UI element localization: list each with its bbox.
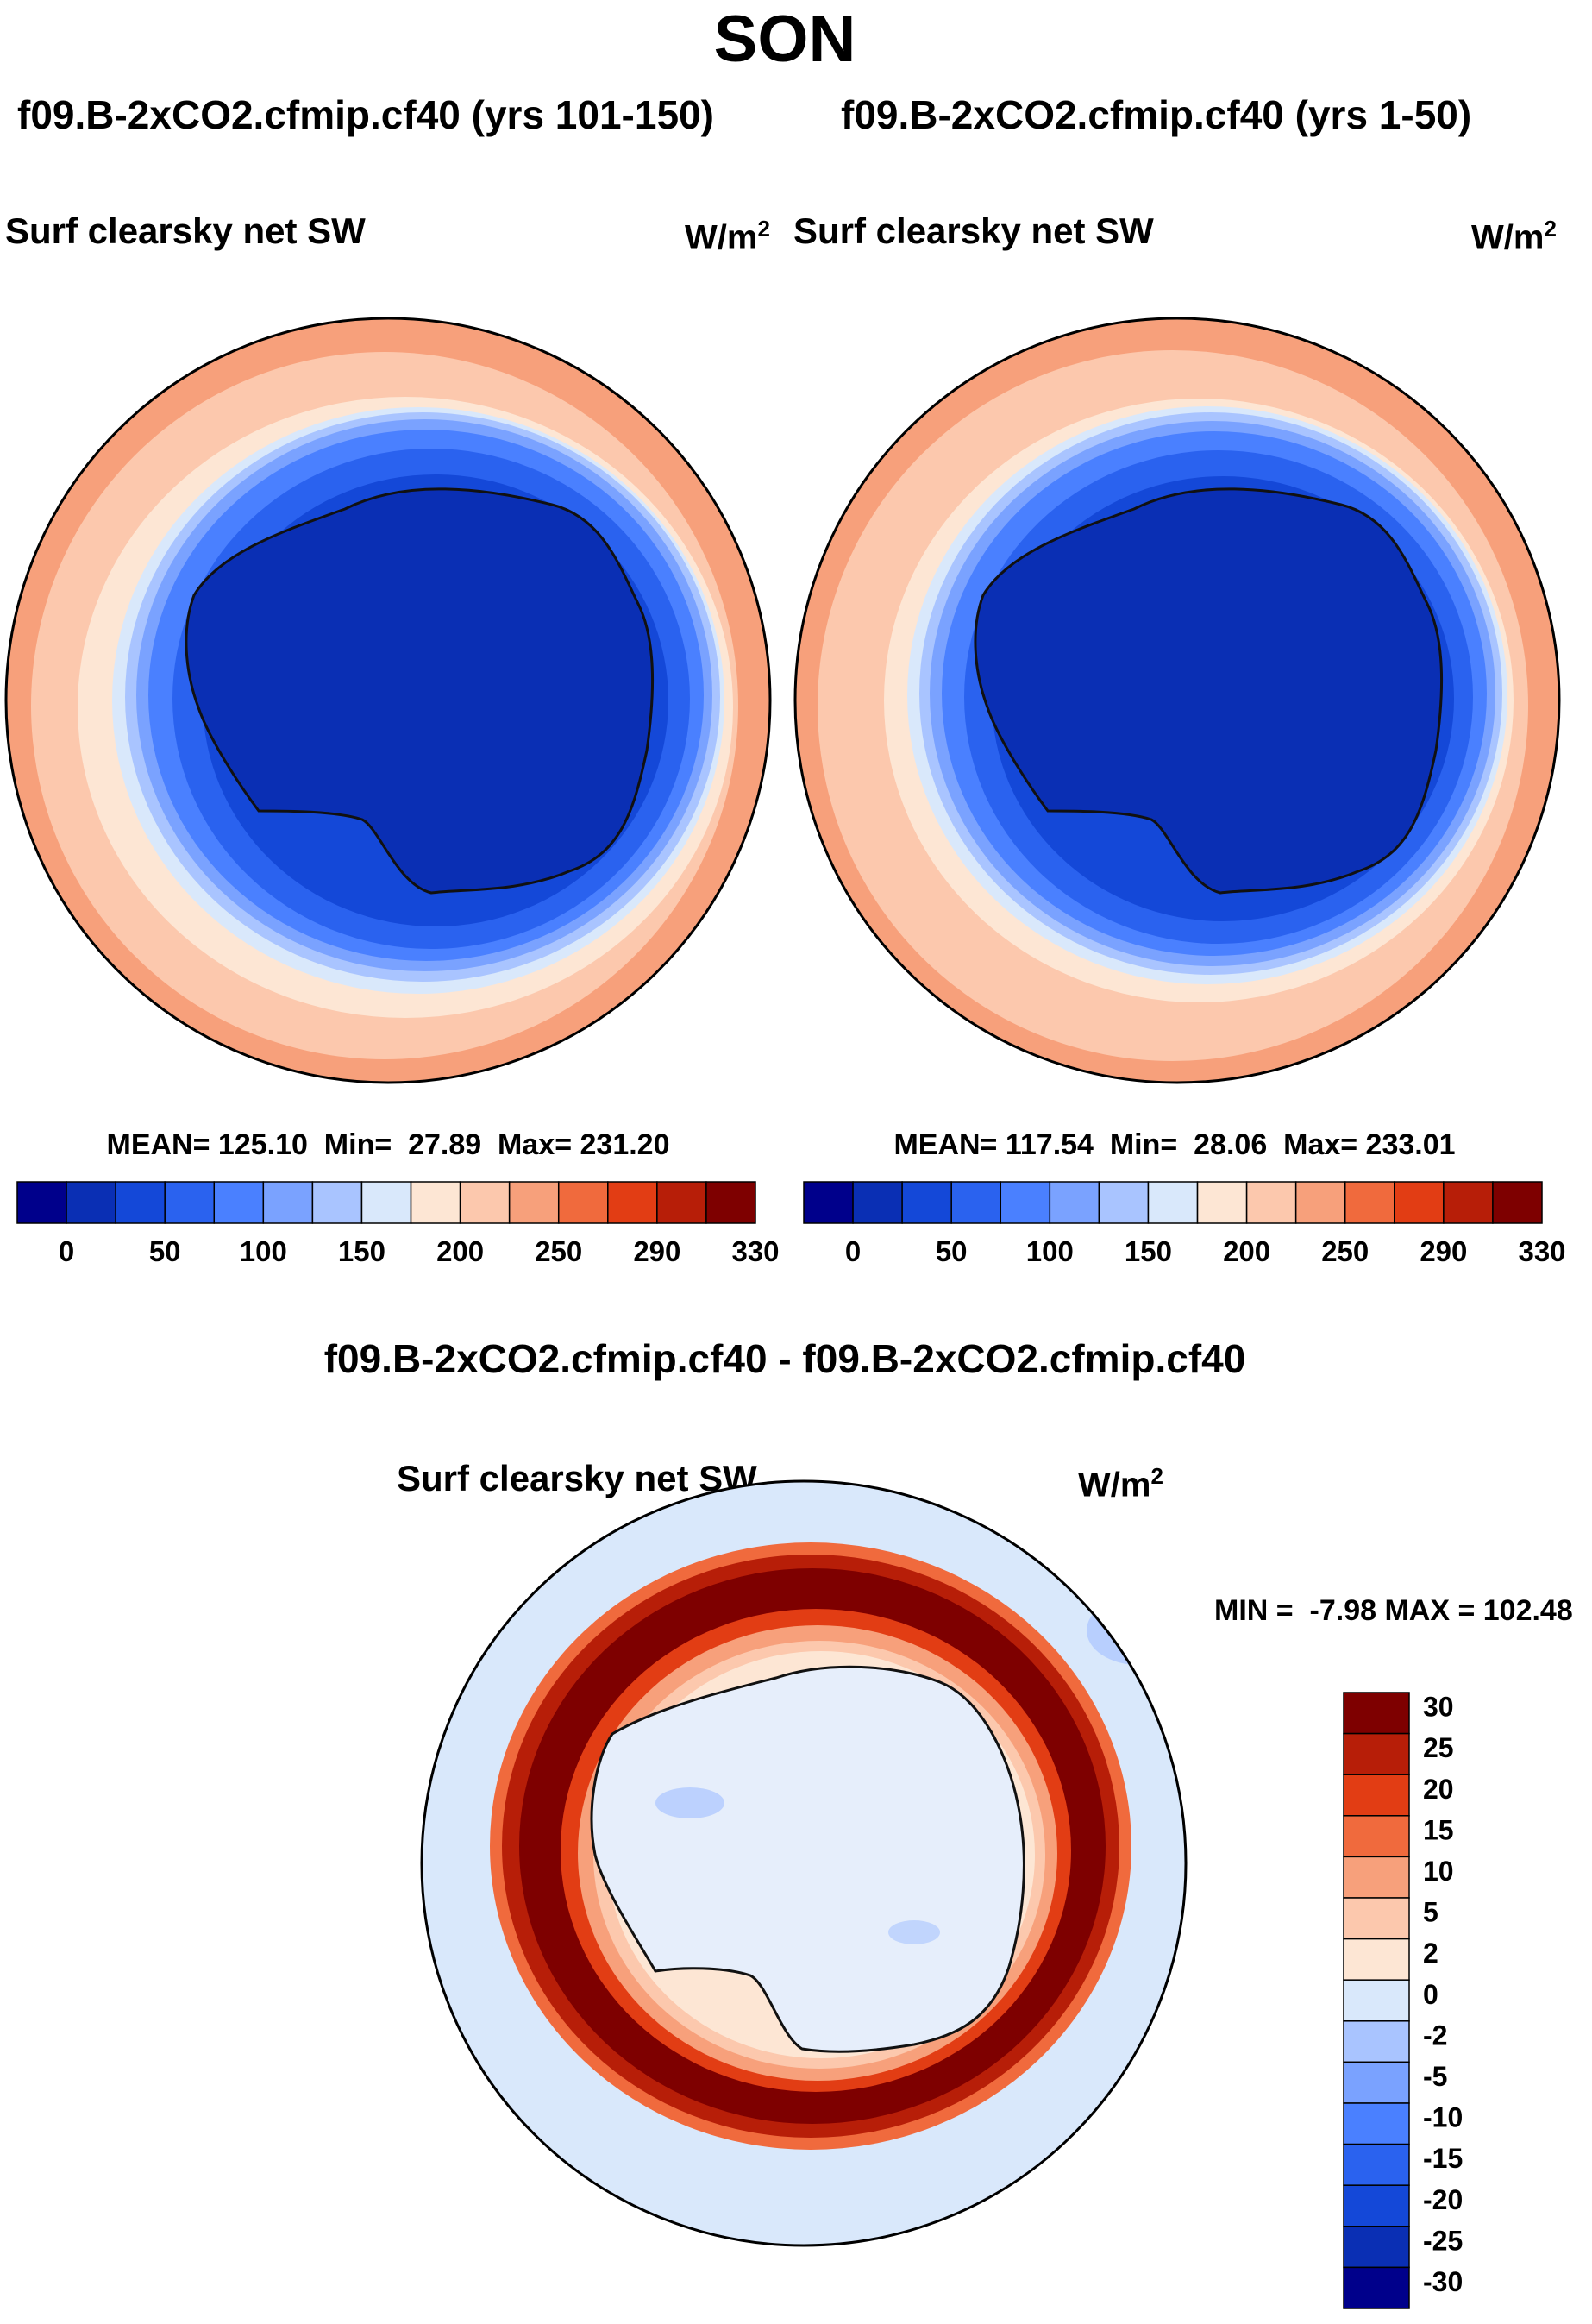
colorbar-box bbox=[1343, 1897, 1410, 1940]
diff-variable-label: Surf clearsky net SW bbox=[397, 1458, 757, 1498]
colorbar-tick-label: 250 bbox=[535, 1235, 582, 1267]
colorbar-tick-label: 2 bbox=[1423, 1938, 1438, 1969]
colorbar-tick-label: -25 bbox=[1423, 2225, 1463, 2256]
colorbar-box bbox=[1343, 1774, 1410, 1817]
colorbar-box bbox=[1147, 1181, 1199, 1224]
antarctica-outline bbox=[974, 487, 1444, 895]
colorbar-tick-label: -5 bbox=[1423, 2061, 1447, 2092]
colorbar-tick-label: 150 bbox=[1125, 1235, 1172, 1267]
colorbar-tick-label: 200 bbox=[436, 1235, 484, 1267]
left-stats: MEAN= 125.10 Min= 27.89 Max= 231.20 bbox=[106, 1128, 670, 1161]
right-units-exponent: 2 bbox=[1544, 216, 1557, 242]
colorbar-tick-label: 0 bbox=[845, 1235, 861, 1267]
left-units-label: W/m2 bbox=[685, 216, 770, 257]
colorbar-box bbox=[508, 1181, 560, 1224]
colorbar-tick-label: 50 bbox=[936, 1235, 968, 1267]
colorbar-tick-label: 100 bbox=[240, 1235, 287, 1267]
left-map-frame bbox=[4, 317, 772, 1084]
colorbar-box bbox=[1492, 1181, 1543, 1224]
colorbar-box bbox=[607, 1181, 658, 1224]
colorbar-tick-label: 100 bbox=[1026, 1235, 1074, 1267]
antarctica-outline bbox=[590, 1665, 1025, 2053]
colorbar-box bbox=[1343, 1732, 1410, 1775]
colorbar-box bbox=[1294, 1181, 1346, 1224]
colorbar-tick-label: 290 bbox=[633, 1235, 680, 1267]
colorbar-box bbox=[1343, 2102, 1410, 2145]
season-title: SON bbox=[713, 3, 856, 76]
left-case-title: f09.B-2xCO2.cfmip.cf40 (yrs 101-150) bbox=[17, 92, 714, 137]
colorbar-box bbox=[1343, 2143, 1410, 2186]
colorbar-tick-label: 0 bbox=[1423, 1979, 1438, 2010]
left-colorbar: 0 50 100 150 200 250 290 330 bbox=[16, 1181, 780, 1267]
colorbar-tick-label: -30 bbox=[1423, 2266, 1463, 2297]
colorbar-tick-label: 0 bbox=[59, 1235, 74, 1267]
colorbar-box bbox=[360, 1181, 412, 1224]
colorbar-tick-label: 330 bbox=[731, 1235, 779, 1267]
colorbar-box bbox=[803, 1181, 854, 1224]
colorbar-tick-label: 5 bbox=[1423, 1897, 1438, 1928]
colorbar-box bbox=[66, 1181, 116, 1224]
colorbar-box bbox=[1000, 1181, 1051, 1224]
colorbar-box bbox=[1343, 1938, 1410, 1981]
colorbar-box bbox=[1343, 2020, 1410, 2063]
colorbar-tick-label: 20 bbox=[1423, 1774, 1454, 1805]
left-units-exponent: 2 bbox=[757, 216, 770, 242]
colorbar-tick-label: 30 bbox=[1423, 1692, 1454, 1723]
colorbar-tick-label: 15 bbox=[1423, 1814, 1454, 1845]
right-units-label: W/m2 bbox=[1471, 216, 1557, 257]
colorbar-tick-label: 25 bbox=[1423, 1732, 1454, 1763]
colorbar-box bbox=[311, 1181, 363, 1224]
colorbar-box bbox=[705, 1181, 756, 1224]
colorbar-box bbox=[1343, 1979, 1410, 2022]
colorbar-box bbox=[1343, 1815, 1410, 1858]
diff-map-frame bbox=[420, 1479, 1188, 2247]
colorbar-box bbox=[1343, 2061, 1410, 2104]
colorbar-box bbox=[1343, 1692, 1410, 1735]
colorbar-tick-label: 290 bbox=[1420, 1235, 1467, 1267]
colorbar-tick-label: -15 bbox=[1423, 2143, 1463, 2174]
diff-units-exponent: 2 bbox=[1150, 1463, 1163, 1489]
colorbar-box bbox=[1394, 1181, 1445, 1224]
field-patch-neg bbox=[655, 1787, 724, 1818]
diff-units-label: W/m2 bbox=[1078, 1463, 1163, 1504]
right-case-title: f09.B-2xCO2.cfmip.cf40 (yrs 1-50) bbox=[841, 92, 1472, 137]
colorbar-tick-label: 50 bbox=[149, 1235, 181, 1267]
colorbar-box bbox=[410, 1181, 461, 1224]
colorbar-box bbox=[1343, 2266, 1410, 2309]
diff-minmax: MIN = -7.98 MAX = 102.48 bbox=[1214, 1594, 1573, 1627]
antarctica-outline bbox=[185, 487, 655, 895]
colorbar-tick-label: 150 bbox=[338, 1235, 385, 1267]
right-map-frame bbox=[793, 317, 1561, 1084]
colorbar-box bbox=[1344, 1181, 1395, 1224]
colorbar-box bbox=[16, 1181, 67, 1224]
colorbar-box bbox=[164, 1181, 216, 1224]
field-patch-neg bbox=[1087, 1596, 1186, 1665]
field-patch-neg bbox=[888, 1920, 940, 1944]
colorbar-tick-label: 330 bbox=[1518, 1235, 1565, 1267]
right-variable-label: Surf clearsky net SW bbox=[793, 210, 1154, 251]
colorbar-box bbox=[852, 1181, 903, 1224]
colorbar-tick-label: -20 bbox=[1423, 2184, 1463, 2215]
colorbar-tick-label: -10 bbox=[1423, 2102, 1463, 2133]
colorbar-tick-label: 200 bbox=[1223, 1235, 1270, 1267]
left-variable-label: Surf clearsky net SW bbox=[5, 210, 366, 251]
colorbar-tick-label: -2 bbox=[1423, 2019, 1447, 2051]
colorbar-tick-label: 10 bbox=[1423, 1856, 1454, 1887]
colorbar-box bbox=[1343, 1856, 1410, 1899]
colorbar-box bbox=[1343, 2226, 1410, 2269]
colorbar-box bbox=[115, 1181, 166, 1224]
difference-title: f09.B-2xCO2.cfmip.cf40 - f09.B-2xCO2.cfm… bbox=[323, 1336, 1246, 1381]
colorbar-tick-label: 250 bbox=[1321, 1235, 1369, 1267]
colorbar-box bbox=[1196, 1181, 1248, 1224]
colorbar-box bbox=[1049, 1181, 1100, 1224]
colorbar-box bbox=[901, 1181, 952, 1224]
right-colorbar: 0 50 100 150 200 250 290 330 bbox=[803, 1181, 1566, 1267]
right-stats: MEAN= 117.54 Min= 28.06 Max= 233.01 bbox=[893, 1128, 1456, 1161]
colorbar-box bbox=[1343, 2184, 1410, 2227]
